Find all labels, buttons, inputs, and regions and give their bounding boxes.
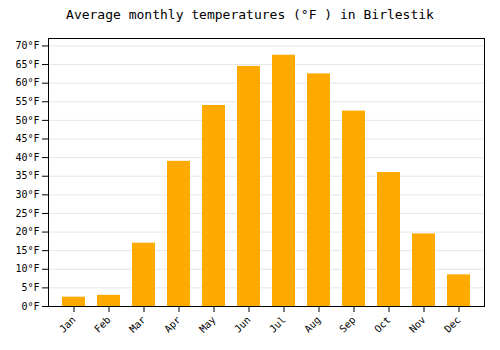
svg-text:Aug: Aug (302, 314, 323, 335)
svg-text:55°F: 55°F (15, 96, 39, 107)
html-text:Average monthly temperatures (: Average monthly temperatures (°F ) in Bi… (66, 7, 434, 22)
svg-text:10°F: 10°F (15, 263, 39, 274)
svg-text:Feb: Feb (92, 314, 113, 335)
svg-text:25°F: 25°F (15, 208, 39, 219)
svg-text:Apr: Apr (162, 314, 183, 335)
svg-text:Dec: Dec (442, 314, 463, 335)
svg-text:35°F: 35°F (15, 170, 39, 181)
svg-text:Nov: Nov (407, 314, 428, 335)
svg-text:Jun: Jun (232, 314, 253, 335)
svg-text:Sep: Sep (337, 314, 358, 335)
svg-text:May: May (197, 314, 218, 335)
svg-text:60°F: 60°F (15, 77, 39, 88)
svg-text:Mar: Mar (127, 314, 148, 335)
svg-text:20°F: 20°F (15, 226, 39, 237)
svg-text:0°F: 0°F (21, 301, 39, 312)
svg-text:70°F: 70°F (15, 40, 39, 51)
svg-text:50°F: 50°F (15, 115, 39, 126)
svg-text:30°F: 30°F (15, 189, 39, 200)
svg-text:Jul: Jul (267, 314, 288, 335)
svg-text:15°F: 15°F (15, 245, 39, 256)
svg-text:Oct: Oct (372, 314, 393, 335)
svg-text:65°F: 65°F (15, 59, 39, 70)
svg-text:5°F: 5°F (21, 282, 39, 293)
svg-text:40°F: 40°F (15, 152, 39, 163)
svg-text:45°F: 45°F (15, 133, 39, 144)
svg-text:Jan: Jan (57, 314, 78, 335)
